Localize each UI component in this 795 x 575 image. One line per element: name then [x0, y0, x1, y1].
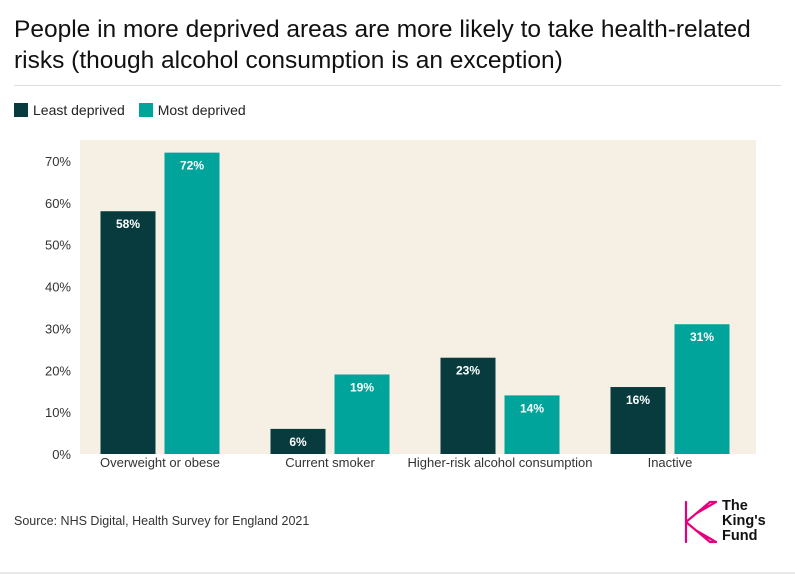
bar-value-label: 6%: [289, 435, 307, 449]
legend: Least deprived Most deprived: [14, 101, 256, 119]
legend-item-least-deprived: Least deprived: [14, 101, 125, 119]
bar-value-label: 19%: [350, 380, 374, 394]
chart-title: People in more deprived areas are more l…: [14, 16, 751, 74]
legend-label-most-deprived: Most deprived: [157, 102, 246, 118]
y-tick-label: 40%: [45, 280, 71, 295]
bar-value-label: 16%: [626, 393, 650, 407]
bar-value-label: 31%: [690, 330, 714, 344]
bar-value-label: 58%: [116, 217, 140, 231]
source-note: Source: NHS Digital, Health Survey for E…: [14, 514, 310, 528]
bar-most-deprived: [674, 324, 730, 454]
logo-line-kings: King's: [722, 513, 766, 529]
y-tick-label: 20%: [45, 363, 71, 378]
legend-item-most-deprived: Most deprived: [138, 101, 246, 119]
logo-line-fund: Fund: [722, 528, 758, 544]
kings-fund-logo-mark: [684, 500, 718, 544]
kings-fund-logo-text: The King's Fund: [722, 499, 782, 544]
bar-value-label: 72%: [180, 159, 204, 173]
bar-least-deprived: [610, 387, 666, 454]
x-tick-label: Inactive: [648, 455, 693, 470]
title-divider: [14, 85, 781, 86]
y-tick-label: 60%: [45, 196, 71, 211]
bar-most-deprived: [334, 374, 390, 454]
bar-most-deprived: [164, 152, 220, 454]
bar-least-deprived: [100, 211, 156, 454]
y-tick-label: 10%: [45, 405, 71, 420]
x-tick-label: Overweight or obese: [100, 455, 220, 470]
logo-line-the: The: [722, 498, 748, 514]
y-tick-label: 50%: [45, 238, 71, 253]
x-tick-label: Higher-risk alcohol consumption: [408, 455, 593, 470]
bar-least-deprived: [440, 357, 496, 454]
legend-swatch-most-deprived: [138, 103, 153, 117]
x-tick-label: Current smoker: [285, 455, 375, 470]
legend-label-least-deprived: Least deprived: [33, 102, 125, 118]
bar-value-label: 14%: [520, 401, 544, 415]
y-tick-label: 70%: [45, 154, 71, 169]
legend-swatch-least-deprived: [14, 103, 28, 117]
bar-least-deprived: [270, 428, 326, 454]
bar-value-label: 23%: [456, 364, 480, 378]
y-tick-label: 0%: [52, 447, 71, 462]
kings-fund-logo: The King's Fund: [680, 498, 780, 546]
bottom-divider: [0, 572, 795, 574]
y-tick-label: 30%: [45, 321, 71, 336]
bar-most-deprived: [504, 395, 560, 454]
